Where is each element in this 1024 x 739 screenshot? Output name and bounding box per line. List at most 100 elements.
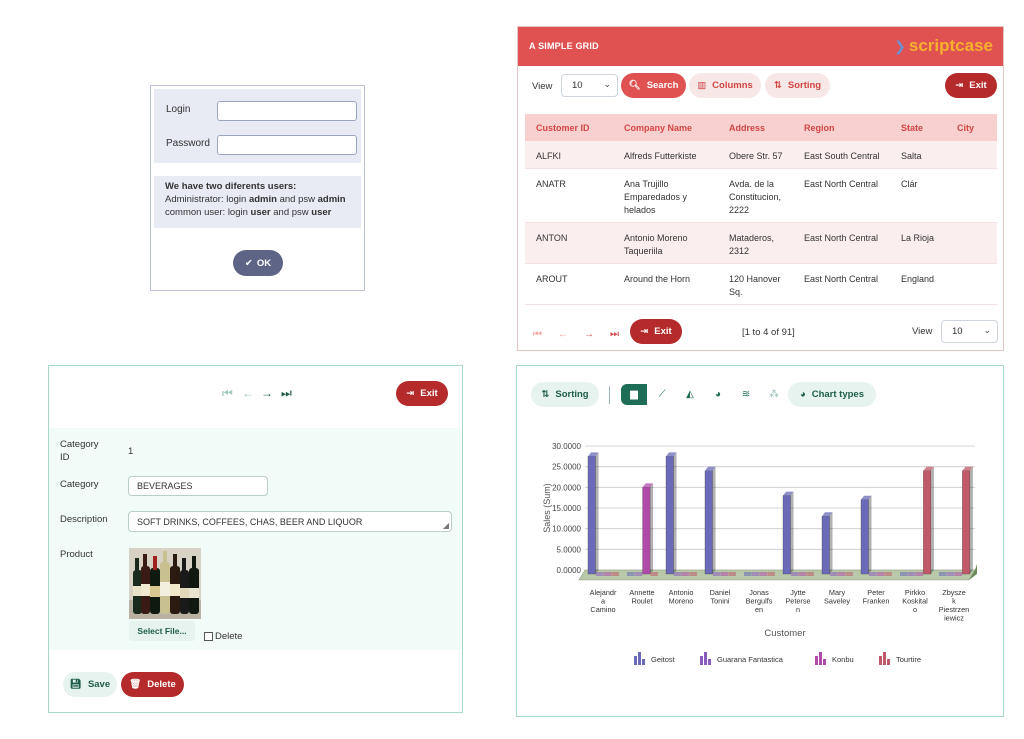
- first-page-icon[interactable]: ⏮: [533, 329, 542, 340]
- x-tick-label: Saveley: [824, 597, 850, 606]
- pie-chart-icon[interactable]: ◕: [714, 389, 722, 400]
- column-header[interactable]: Customer ID: [525, 114, 613, 141]
- bar-side: [829, 512, 833, 574]
- bar: [845, 572, 853, 576]
- area-chart-icon[interactable]: ◭: [686, 389, 694, 400]
- footer-exit-button[interactable]: ⇥ Exit: [630, 319, 682, 344]
- bar: [907, 572, 916, 576]
- x-tick-label: Piestrzen: [939, 605, 969, 614]
- first-record-icon[interactable]: ⏮: [222, 386, 233, 400]
- select-file-label: Select File...: [137, 626, 187, 636]
- bar-side: [712, 466, 716, 574]
- table-cell: East North Central: [793, 222, 890, 264]
- select-file-button[interactable]: Select File...: [129, 621, 195, 641]
- bar: [876, 572, 885, 576]
- ok-button[interactable]: ✔ OK: [233, 250, 283, 276]
- column-header[interactable]: State: [890, 114, 946, 141]
- checkbox-icon[interactable]: [204, 632, 213, 641]
- bar: [611, 572, 619, 576]
- table-row[interactable]: ALFKI Alfreds Futterkiste Obere Str. 57 …: [525, 141, 997, 169]
- exit-button[interactable]: ⇥ Exit: [945, 73, 997, 98]
- record-counter: [1 to 4 of 91]: [742, 327, 795, 338]
- x-tick-label: Alejandr: [590, 588, 617, 597]
- table-row[interactable]: ANATR Ana Trujillo Emparedados y helados…: [525, 168, 997, 223]
- customer-table: Customer ID Company Name Address Region …: [525, 114, 997, 305]
- column-header[interactable]: Company Name: [613, 114, 718, 141]
- column-header[interactable]: Region: [793, 114, 890, 141]
- bar-chart-icon[interactable]: ▆: [621, 384, 647, 405]
- x-tick-label: Camino: [590, 605, 615, 614]
- bar: [798, 572, 807, 576]
- x-tick-label: Peterse: [785, 597, 810, 606]
- form-exit-button[interactable]: ⇥ Exit: [396, 381, 448, 406]
- table-row[interactable]: AROUT Around the Horn 120 Hanover Sq. Ea…: [525, 263, 997, 305]
- delete-button[interactable]: 🗑︎ Delete: [121, 672, 184, 697]
- table-cell: [946, 222, 997, 264]
- bar: [681, 572, 690, 576]
- view-select[interactable]: 10 ⌄: [561, 74, 618, 97]
- next-page-icon[interactable]: →: [584, 329, 594, 340]
- pie-chart-icon: ◕: [799, 389, 806, 400]
- chart-types-button[interactable]: ◕ Chart types: [788, 382, 876, 407]
- x-tick-label: o: [913, 605, 917, 614]
- exit-icon: ⇥: [640, 326, 649, 337]
- chart-panel: ⇅ Sorting ▆ ⟋ ◭ ◕ ≋ ⁂ ◕ Chart types 0.0000…: [516, 365, 1004, 717]
- bar-side: [650, 483, 654, 574]
- product-image: [129, 548, 201, 619]
- columns-icon: ▥: [697, 80, 707, 91]
- chart-sorting-button[interactable]: ⇅ Sorting: [531, 382, 599, 407]
- resize-handle-icon[interactable]: ◢: [442, 521, 449, 530]
- bar-top: [705, 466, 716, 471]
- x-tick-label: iewicz: [944, 614, 964, 623]
- login-panel: Login Password We have two diferents use…: [150, 85, 365, 291]
- column-header[interactable]: City: [946, 114, 997, 141]
- description-textarea[interactable]: SOFT DRINKS, COFFEES, CHAS, BEER AND LIQ…: [128, 511, 452, 532]
- chevron-down-icon: ⌄: [983, 325, 991, 335]
- stack-chart-icon[interactable]: ≋: [741, 389, 751, 400]
- info-admin-psw: admin: [317, 194, 346, 205]
- sorting-button[interactable]: ⇅ Sorting: [765, 73, 830, 98]
- password-input[interactable]: [217, 135, 357, 155]
- footer-view-select[interactable]: 10 ⌄: [941, 320, 998, 343]
- toolbar-divider: [609, 386, 610, 404]
- login-info: We have two diferents users: Administrat…: [154, 176, 361, 228]
- delete-image-checkbox[interactable]: Delete: [204, 631, 242, 642]
- prev-record-icon[interactable]: ←: [242, 386, 254, 400]
- grid-panel: A SIMPLE GRID ❯ scriptcase View 10 ⌄ 🔍︎ Sea…: [517, 26, 1004, 351]
- bar-top: [783, 491, 794, 496]
- bar: [806, 572, 814, 576]
- category-input[interactable]: BEVERAGES: [128, 476, 268, 496]
- exit-icon: ⇥: [955, 80, 964, 91]
- legend-swatch: [819, 652, 822, 665]
- columns-button[interactable]: ▥ Columns: [689, 73, 761, 98]
- column-header[interactable]: Address: [718, 114, 793, 141]
- x-tick-label: Annette: [629, 588, 654, 597]
- save-button[interactable]: 💾︎ Save: [63, 672, 117, 697]
- last-page-icon[interactable]: ⏭: [610, 329, 619, 340]
- bar-side: [969, 466, 973, 574]
- bar-top: [962, 466, 973, 471]
- table-cell: [946, 141, 997, 169]
- legend-swatch: [642, 659, 645, 665]
- y-tick-label: 15.0000: [552, 504, 581, 513]
- x-tick-label: Peter: [867, 588, 885, 597]
- legend-swatch: [700, 656, 703, 665]
- prev-page-icon[interactable]: ←: [558, 329, 568, 340]
- x-tick-label: Moreno: [669, 597, 694, 606]
- table-cell: ALFKI: [525, 141, 613, 169]
- search-button[interactable]: 🔍︎ Search: [621, 73, 686, 98]
- next-record-icon[interactable]: →: [261, 386, 273, 400]
- y-axis-label: Sales (Sum): [542, 483, 552, 533]
- login-input[interactable]: [217, 101, 357, 121]
- table-row[interactable]: ANTON Antonio Moreno Taqueriila Matadero…: [525, 222, 997, 264]
- bubble-chart-icon[interactable]: ⁂: [769, 389, 779, 400]
- chart-sorting-label: Sorting: [555, 389, 589, 400]
- table-cell: East South Central: [793, 141, 890, 169]
- check-icon: ✔: [244, 257, 253, 269]
- bar: [751, 572, 760, 576]
- last-record-icon[interactable]: ⏭: [281, 386, 292, 400]
- bar: [946, 572, 955, 576]
- x-tick-label: Bergulfs: [746, 597, 773, 606]
- line-chart-icon[interactable]: ⟋: [658, 389, 666, 400]
- x-tick-label: Antonio: [669, 588, 694, 597]
